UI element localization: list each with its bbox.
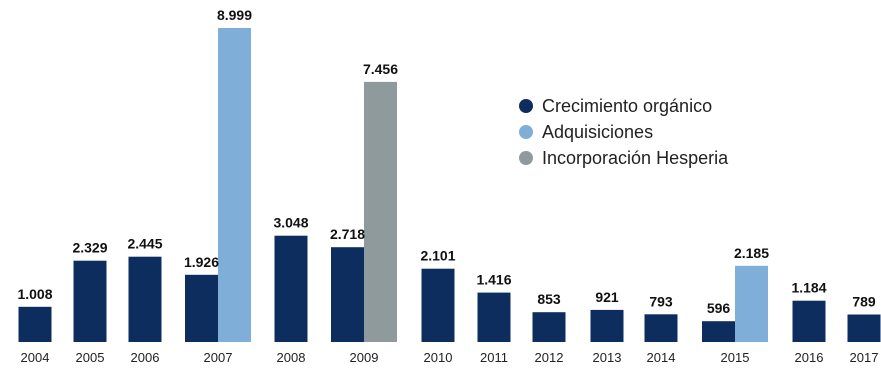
bar-incorporacion-hesperia-2009 bbox=[364, 81, 397, 343]
value-labels-group: 1.008 2.329 2.445 1.926 8.999 3.048 2.718 7.456… bbox=[17, 7, 875, 316]
x-axis-labels: 2004 2005 2006 2007 2008 2009 2010 2011 2012 2013… bbox=[21, 350, 879, 365]
x-tick-label-2010: 2010 bbox=[424, 350, 453, 365]
bar-crecimiento-organico-2007 bbox=[185, 274, 218, 342]
x-tick-label-2014: 2014 bbox=[647, 350, 676, 365]
x-tick-label-2011: 2011 bbox=[480, 350, 508, 365]
value-label-crecimiento-organico-2010: 2.101 bbox=[420, 248, 455, 264]
value-label-crecimiento-organico-2015: 596 bbox=[707, 300, 731, 316]
value-label-crecimiento-organico-2007: 1.926 bbox=[184, 254, 219, 270]
bars-group bbox=[18, 28, 881, 343]
value-label-crecimiento-organico-2005: 2.329 bbox=[72, 240, 107, 256]
bar-crecimiento-organico-2013 bbox=[590, 309, 624, 342]
x-tick-label-2015: 2015 bbox=[721, 350, 750, 365]
value-label-crecimiento-organico-2016: 1.184 bbox=[791, 280, 826, 296]
x-tick-label-2017: 2017 bbox=[850, 350, 879, 365]
legend-item-adquisiciones: Adquisiciones bbox=[519, 122, 653, 142]
x-tick-label-2013: 2013 bbox=[593, 350, 622, 365]
x-tick-label-2012: 2012 bbox=[535, 350, 564, 365]
value-label-incorporacion-hesperia-2009: 7.456 bbox=[363, 61, 398, 77]
bar-adquisiciones-2007 bbox=[218, 28, 251, 342]
bar-crecimiento-organico-2008 bbox=[274, 235, 308, 342]
x-tick-label-2005: 2005 bbox=[76, 350, 105, 365]
value-label-crecimiento-organico-2011: 1.416 bbox=[476, 272, 511, 288]
legend-marker-adquisiciones bbox=[519, 125, 533, 139]
bar-crecimiento-organico-2012 bbox=[532, 312, 566, 342]
bar-crecimiento-organico-2015 bbox=[702, 321, 735, 342]
bar-crecimiento-organico-2004 bbox=[18, 306, 52, 342]
bar-crecimiento-organico-2009 bbox=[331, 247, 364, 342]
legend-item-crecimiento-organico: Crecimiento orgánico bbox=[519, 96, 712, 116]
bar-crecimiento-organico-2014 bbox=[644, 314, 678, 342]
x-tick-label-2007: 2007 bbox=[204, 350, 233, 365]
value-label-crecimiento-organico-2013: 921 bbox=[595, 289, 619, 305]
value-label-adquisiciones-2007: 8.999 bbox=[217, 7, 252, 23]
x-tick-label-2004: 2004 bbox=[21, 350, 50, 365]
value-label-crecimiento-organico-2008: 3.048 bbox=[273, 215, 308, 231]
legend-label-crecimiento-organico: Crecimiento orgánico bbox=[542, 96, 712, 116]
bar-crecimiento-organico-2006 bbox=[128, 256, 162, 342]
bar-crecimiento-organico-2005 bbox=[73, 260, 107, 342]
value-label-crecimiento-organico-2017: 789 bbox=[852, 294, 876, 310]
legend-label-adquisiciones: Adquisiciones bbox=[542, 122, 653, 142]
value-label-crecimiento-organico-2004: 1.008 bbox=[17, 286, 52, 302]
legend-item-incorporacion-hesperia: Incorporación Hesperia bbox=[519, 148, 729, 168]
legend: Crecimiento orgánico Adquisiciones Incor… bbox=[519, 96, 729, 168]
x-tick-label-2008: 2008 bbox=[277, 350, 306, 365]
legend-label-incorporacion-hesperia: Incorporación Hesperia bbox=[542, 148, 729, 168]
bar-crecimiento-organico-2016 bbox=[792, 300, 826, 342]
value-label-crecimiento-organico-2014: 793 bbox=[649, 293, 673, 309]
bar-crecimiento-organico-2011 bbox=[477, 292, 511, 342]
value-label-crecimiento-organico-2009: 2.718 bbox=[330, 226, 365, 242]
legend-marker-crecimiento-organico bbox=[519, 99, 533, 113]
value-label-adquisiciones-2015: 2.185 bbox=[734, 245, 769, 261]
x-tick-label-2009: 2009 bbox=[350, 350, 379, 365]
bar-crecimiento-organico-2017 bbox=[847, 314, 881, 342]
bar-adquisiciones-2015 bbox=[735, 265, 768, 342]
value-label-crecimiento-organico-2006: 2.445 bbox=[127, 236, 162, 252]
bar-crecimiento-organico-2010 bbox=[421, 268, 455, 342]
x-tick-label-2006: 2006 bbox=[131, 350, 160, 365]
x-tick-label-2016: 2016 bbox=[795, 350, 824, 365]
legend-marker-incorporacion-hesperia bbox=[519, 151, 533, 165]
value-label-crecimiento-organico-2012: 853 bbox=[537, 291, 561, 307]
